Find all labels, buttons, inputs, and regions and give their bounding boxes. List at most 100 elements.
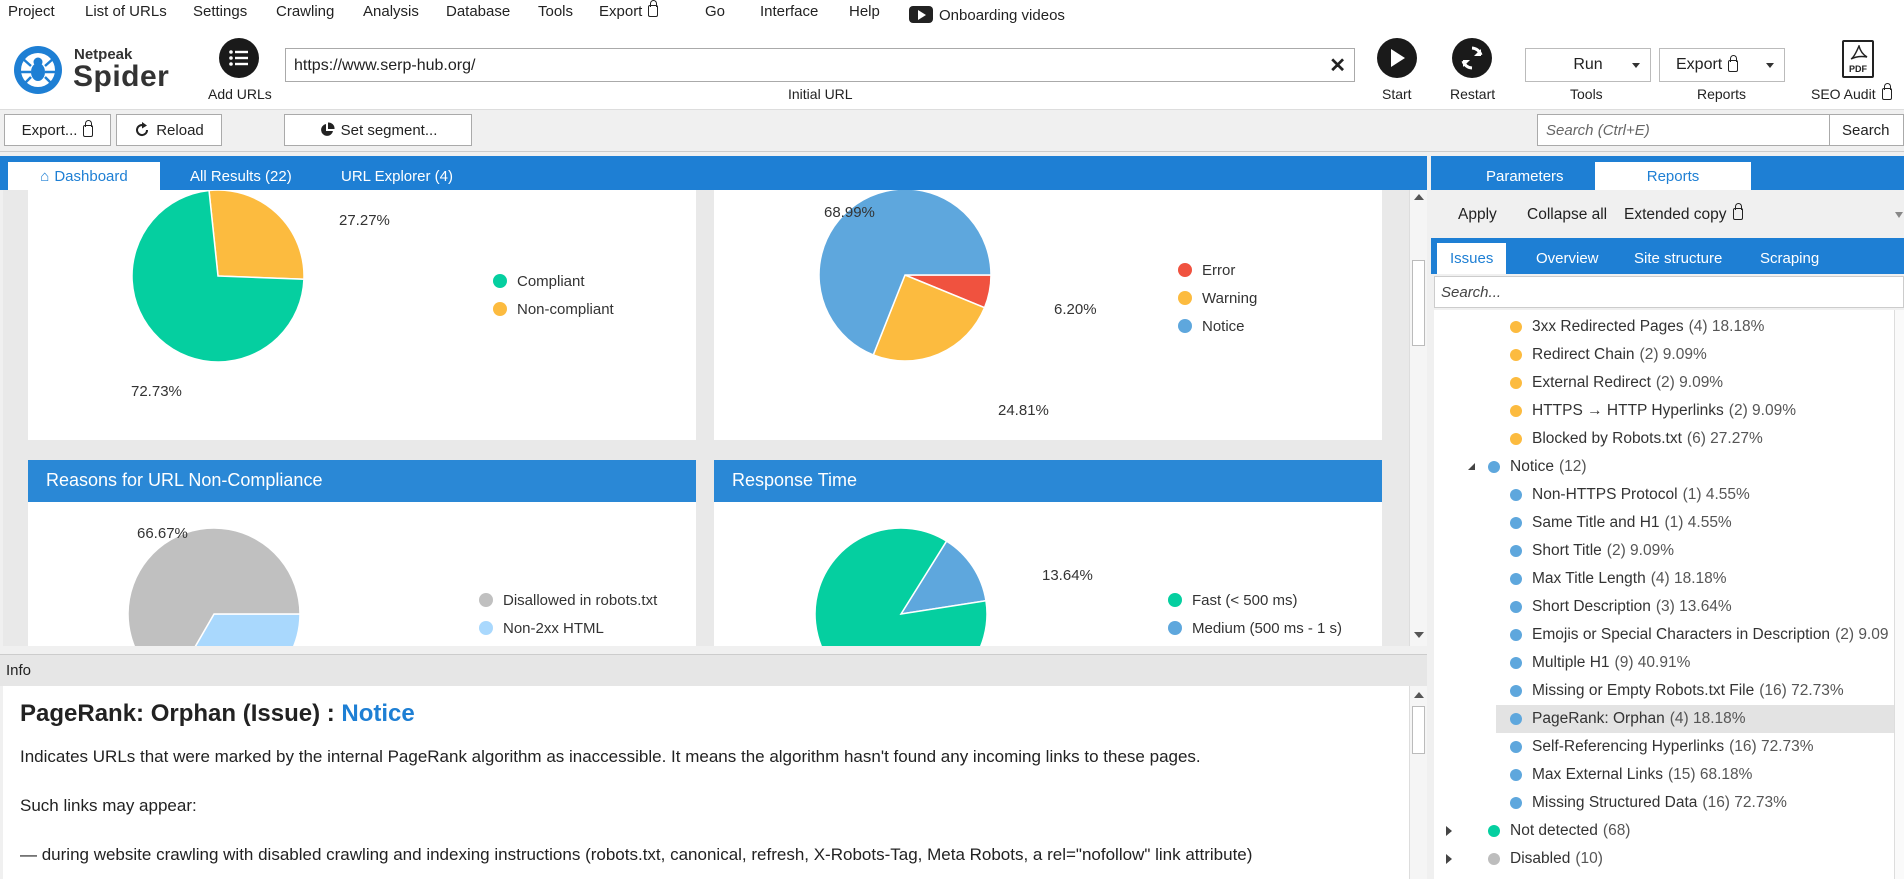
actions-overflow-icon[interactable] — [1895, 212, 1903, 218]
info-scrollbar[interactable] — [1409, 686, 1427, 879]
tools-run-dropdown[interactable]: Run — [1525, 48, 1651, 82]
export-button[interactable]: Export... — [4, 114, 111, 146]
status-dot-icon — [1510, 321, 1522, 333]
tab-url-explorer[interactable]: URL Explorer (4) — [341, 168, 453, 185]
menu-list-of-urls[interactable]: List of URLs — [85, 3, 167, 20]
legend-label: Non-compliant — [517, 300, 614, 318]
tree-item-count: (1) 4.55% — [1682, 486, 1750, 503]
response-time-pie — [814, 527, 988, 646]
tab-parameters[interactable]: Parameters — [1486, 168, 1564, 185]
info-panel-header: Info — [0, 654, 1427, 686]
subtab-scraping[interactable]: Scraping — [1760, 250, 1820, 267]
set-segment-label: Set segment... — [340, 121, 438, 139]
tree-item[interactable]: Blocked by Robots.txt (6) 27.27% — [1496, 425, 1904, 453]
tree-item[interactable]: Short Title (2) 9.09% — [1496, 537, 1904, 565]
tree-item[interactable]: Self-Referencing Hyperlinks (16) 72.73% — [1496, 733, 1904, 761]
collapse-all-button[interactable]: Collapse all — [1527, 206, 1608, 223]
tree-item[interactable]: External Redirect (2) 9.09% — [1496, 369, 1904, 397]
apply-button[interactable]: Apply — [1458, 206, 1497, 223]
seo-audit-button[interactable]: PDF — [1842, 40, 1874, 78]
reload-button[interactable]: Reload — [116, 114, 222, 146]
tree-item[interactable]: Multiple H1 (9) 40.91% — [1496, 649, 1904, 677]
menu-export[interactable]: Export — [599, 0, 659, 20]
tree-item-label: Non-HTTPS Protocol — [1532, 486, 1678, 503]
menu-tools[interactable]: Tools — [538, 3, 574, 20]
info-title: PageRank: Orphan (Issue) : Notice — [20, 700, 1392, 728]
restart-button[interactable] — [1452, 38, 1492, 78]
tree-item[interactable]: PageRank: Orphan (4) 18.18% — [1496, 705, 1904, 733]
pie-slice-warning[interactable] — [872, 274, 986, 362]
legend-item: Notice — [1178, 312, 1257, 340]
pie-slice-medium-500-ms-1-s[interactable] — [899, 540, 987, 615]
add-urls-button[interactable] — [219, 38, 259, 78]
tree-item[interactable]: HTTPS → HTTP Hyperlinks (2) 9.09% — [1496, 397, 1904, 425]
tab-reports[interactable]: Reports — [1595, 162, 1751, 190]
scroll-down-icon[interactable] — [1414, 632, 1424, 638]
subtab-overview[interactable]: Overview — [1536, 250, 1599, 267]
collapsed-arrow-icon[interactable] — [1446, 826, 1452, 836]
tab-dashboard[interactable]: ⌂ Dashboard — [8, 162, 160, 190]
collapsed-arrow-icon[interactable] — [1446, 854, 1452, 864]
right-panel-actions: Apply Collapse all Extended copy — [1431, 190, 1904, 238]
clear-url-icon[interactable]: ✕ — [1329, 55, 1346, 77]
initial-url-input[interactable]: https://www.serp-hub.org/ ✕ — [285, 48, 1355, 82]
tree-item[interactable]: Not detected (68) — [1446, 817, 1904, 845]
menu-project[interactable]: Project — [8, 3, 55, 20]
info-panel-body: PageRank: Orphan (Issue) : Notice Indica… — [3, 686, 1409, 879]
menu-analysis[interactable]: Analysis — [363, 3, 419, 20]
status-dot-icon — [1510, 713, 1522, 725]
tab-all-results[interactable]: All Results (22) — [190, 168, 292, 185]
pie-slice-non-compliant[interactable] — [208, 190, 305, 281]
pie-slice-notice[interactable] — [818, 190, 992, 356]
response-time-chart-card: 13.64% Fast (< 500 ms) Medium (500 ms - … — [714, 502, 1382, 646]
start-button[interactable] — [1377, 38, 1417, 78]
tree-item[interactable]: Short Description (3) 13.64% — [1496, 593, 1904, 621]
tree-item[interactable]: Non-HTTPS Protocol (1) 4.55% — [1496, 481, 1904, 509]
scroll-up-icon[interactable] — [1414, 194, 1424, 200]
pie-slice-compliant[interactable] — [131, 190, 305, 363]
extended-copy-button[interactable]: Extended copy — [1624, 203, 1743, 224]
main-search-button[interactable]: Search — [1830, 114, 1904, 146]
menu-help[interactable]: Help — [849, 3, 880, 20]
chevron-down-icon — [1766, 63, 1774, 68]
scroll-up-icon[interactable] — [1414, 692, 1424, 698]
menu-onboarding-videos[interactable]: Onboarding videos — [909, 3, 1065, 24]
set-segment-button[interactable]: Set segment... — [284, 114, 472, 146]
reports-label: Reports — [1697, 86, 1747, 102]
export-label: Export... — [21, 121, 78, 139]
tree-item[interactable]: Emojis or Special Characters in Descript… — [1496, 621, 1904, 649]
tree-item[interactable]: Missing Structured Data (16) 72.73% — [1496, 789, 1904, 817]
tree-item[interactable]: Disabled (10) — [1446, 845, 1904, 873]
scroll-thumb[interactable] — [1412, 706, 1425, 754]
pie-label-error: 6.20% — [1054, 301, 1097, 318]
dashboard-scrollbar[interactable] — [1409, 190, 1427, 646]
status-dot-icon — [1488, 853, 1500, 865]
status-dot-icon — [1510, 545, 1522, 557]
tree-scrollbar[interactable] — [1894, 310, 1904, 879]
pie-slice-non-2xx-html[interactable] — [171, 613, 301, 646]
menu-crawling[interactable]: Crawling — [276, 3, 335, 20]
tree-item[interactable]: 3xx Redirected Pages (4) 18.18% — [1496, 313, 1904, 341]
menu-database[interactable]: Database — [446, 3, 511, 20]
reports-search-input[interactable]: Search... — [1434, 276, 1904, 308]
pie-slice-disallowed-in-robots-txt[interactable] — [127, 527, 301, 646]
tree-item[interactable]: Max Title Length (4) 18.18% — [1496, 565, 1904, 593]
tree-item[interactable]: Missing or Empty Robots.txt File (16) 72.… — [1496, 677, 1904, 705]
pie-slice-fast-500-ms[interactable] — [814, 527, 988, 646]
menu-go[interactable]: Go — [705, 3, 726, 20]
reports-export-dropdown[interactable]: Export — [1659, 48, 1785, 82]
menu-settings[interactable]: Settings — [193, 3, 248, 20]
menu-interface[interactable]: Interface — [760, 3, 819, 20]
subtab-issues[interactable]: Issues — [1437, 243, 1507, 274]
subtab-site-structure[interactable]: Site structure — [1634, 250, 1723, 267]
tree-item[interactable]: Notice (12) — [1468, 453, 1904, 481]
tree-item[interactable]: Same Title and H1 (1) 4.55% — [1496, 509, 1904, 537]
scroll-thumb[interactable] — [1412, 260, 1425, 346]
legend-dot — [493, 302, 507, 316]
expanded-arrow-icon[interactable] — [1468, 463, 1475, 470]
home-icon: ⌂ — [40, 168, 50, 185]
right-panel-tabs: Parameters Reports — [1431, 156, 1904, 190]
tree-item[interactable]: Redirect Chain (2) 9.09% — [1496, 341, 1904, 369]
main-search-input[interactable]: Search (Ctrl+E) — [1537, 114, 1830, 146]
tree-item[interactable]: Max External Links (15) 68.18% — [1496, 761, 1904, 789]
